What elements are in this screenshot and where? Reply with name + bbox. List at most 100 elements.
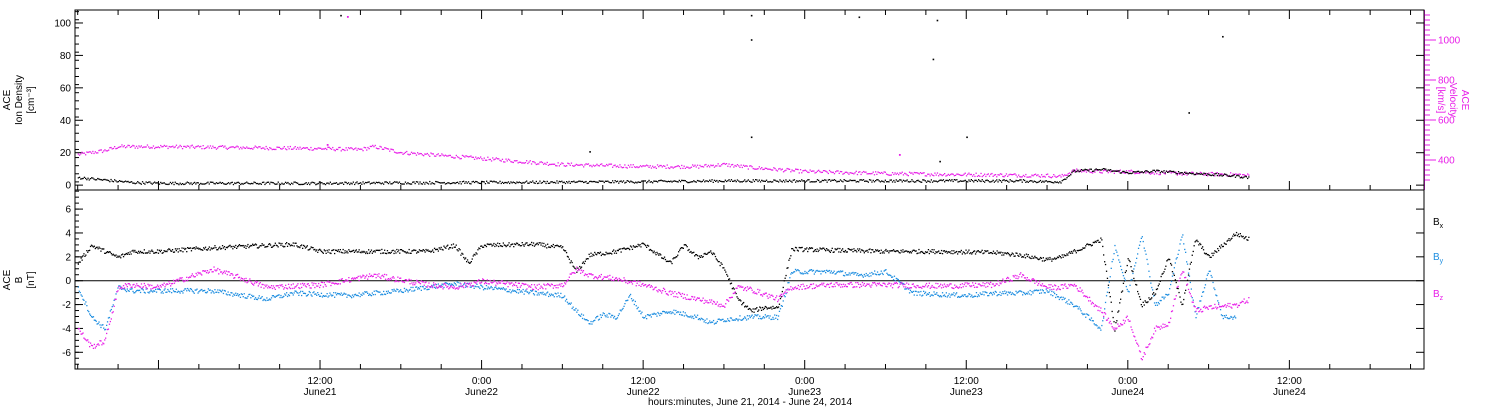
velocity-series-point: [1007, 175, 1009, 177]
velocity-series-point: [1216, 172, 1218, 174]
series-by-point: [874, 270, 876, 272]
series-by-point: [259, 297, 261, 300]
velocity-series-point: [946, 174, 948, 177]
series-by-point: [825, 272, 827, 274]
series-by-point: [1165, 293, 1167, 296]
series-bx-point: [388, 252, 390, 254]
density-series-point: [522, 181, 524, 184]
series-by-point: [1015, 290, 1017, 292]
density-series-point: [1064, 178, 1066, 180]
series-bx-point: [676, 256, 678, 258]
series-bx-point: [1198, 244, 1200, 246]
velocity-series-point: [189, 147, 191, 149]
velocity-series-point: [1186, 174, 1188, 176]
series-bx-point: [376, 249, 378, 251]
series-bz-point: [328, 281, 330, 283]
series-by-point: [819, 270, 821, 272]
series-bx-point: [867, 251, 869, 253]
density-series-point: [825, 179, 827, 181]
density-series-point: [307, 182, 310, 184]
density-series-point: [832, 179, 834, 181]
series-bx-point: [413, 249, 415, 251]
series-by-point: [275, 295, 277, 297]
velocity-series-point: [178, 146, 180, 148]
density-series-point: [344, 181, 346, 183]
series-by-point: [644, 317, 646, 319]
series-by-point: [128, 290, 130, 292]
series-by-point: [1184, 248, 1186, 251]
series-bx-point: [835, 249, 837, 251]
density-series-point: [278, 183, 281, 185]
series-by-point: [1018, 290, 1020, 293]
series-bx-point: [250, 244, 252, 247]
series-bx-point: [879, 252, 881, 254]
b-tick-label: 4: [65, 228, 71, 239]
density-axis-label-line: [cm⁻³]: [26, 86, 37, 114]
series-bz-point: [364, 277, 366, 279]
density-series-point: [185, 182, 187, 184]
series-bx-point: [358, 249, 360, 251]
density-series-point: [1045, 180, 1048, 182]
series-bx-point: [323, 249, 325, 251]
velocity-series-point: [330, 148, 333, 150]
velocity-series-point: [377, 148, 379, 150]
velocity-series-point: [98, 149, 100, 152]
series-by-point: [145, 288, 147, 290]
series-bx-point: [375, 249, 377, 251]
velocity-series-point: [523, 162, 525, 164]
series-by-point: [1073, 305, 1076, 308]
velocity-series-point: [1199, 171, 1201, 173]
velocity-series-point: [544, 162, 546, 164]
series-by-point: [885, 269, 887, 271]
series-bz-point: [241, 278, 243, 280]
series-by-point: [245, 297, 247, 299]
velocity-series-point: [581, 164, 584, 166]
density-series-point: [430, 183, 432, 185]
series-bx-point: [1046, 259, 1048, 261]
velocity-series-point: [854, 172, 856, 174]
series-bz-point: [135, 285, 137, 287]
velocity-series-point: [712, 164, 714, 166]
velocity-series-point: [564, 165, 567, 167]
series-bx-point: [1120, 298, 1122, 300]
velocity-series-point: [155, 146, 157, 149]
density-series-point: [1136, 170, 1138, 173]
series-bz-point: [204, 270, 206, 272]
series-by-point: [1179, 243, 1181, 245]
series-bz-point: [451, 286, 454, 289]
density-series-point: [1244, 175, 1246, 177]
series-bx-point: [207, 248, 209, 250]
series-bz-point: [397, 276, 399, 278]
density-series-point: [117, 181, 119, 183]
series-by-point: [250, 297, 252, 299]
series-by-point: [912, 290, 914, 293]
series-by-point: [178, 291, 180, 293]
series-by-point: [630, 298, 633, 300]
series-by-point: [785, 292, 787, 295]
velocity-series-point: [214, 146, 216, 149]
series-bz-point: [477, 280, 479, 282]
series-by-point: [287, 294, 290, 296]
velocity-series-point: [1020, 176, 1022, 178]
series-bz-point: [313, 282, 315, 284]
series-bx-point: [1147, 301, 1149, 303]
series-by-point: [159, 289, 161, 291]
series-by-point: [256, 298, 259, 301]
series-bz-point: [121, 286, 123, 288]
velocity-series-point: [1220, 173, 1222, 175]
series-bx-point: [477, 249, 479, 251]
series-by-point: [608, 312, 610, 315]
series-bx-point: [709, 251, 711, 253]
series-by-point: [920, 290, 922, 293]
series-bx-point: [613, 249, 615, 251]
series-bz-point: [78, 328, 80, 330]
series-bx-point: [231, 245, 233, 248]
series-by-point: [1013, 293, 1015, 296]
series-by-point: [1235, 317, 1237, 319]
series-by-point: [433, 284, 435, 286]
series-bx-point: [327, 251, 329, 253]
series-bx-point: [1236, 235, 1239, 237]
series-by-point: [1216, 295, 1218, 297]
series-by-point: [149, 291, 151, 293]
series-by-point: [1145, 253, 1147, 255]
